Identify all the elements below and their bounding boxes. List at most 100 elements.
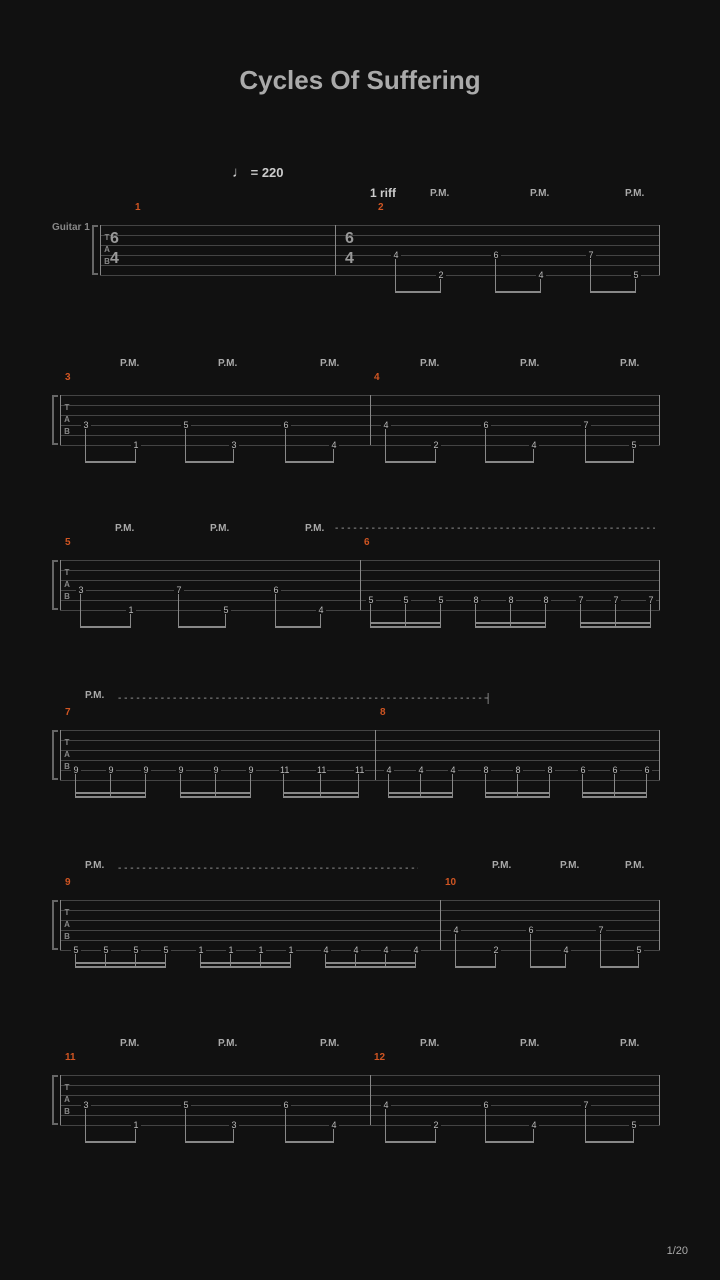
palm-mute-label: P.M. bbox=[120, 1038, 139, 1049]
fret-number: 6 bbox=[481, 1100, 491, 1110]
fret-number: 7 bbox=[581, 1100, 591, 1110]
timesig-bottom: 4 bbox=[110, 251, 119, 267]
tab-letter: B bbox=[62, 592, 72, 601]
palm-mute-label: P.M. bbox=[218, 358, 237, 369]
palm-mute-label: P.M. bbox=[115, 523, 134, 534]
fret-number: 5 bbox=[71, 945, 81, 955]
fret-number: 5 bbox=[401, 595, 411, 605]
tab-letter: T bbox=[62, 403, 72, 412]
fret-number: 6 bbox=[281, 420, 291, 430]
fret-number: 6 bbox=[526, 925, 536, 935]
palm-mute-label: P.M. bbox=[492, 860, 511, 871]
fret-number: 8 bbox=[513, 765, 523, 775]
fret-number: 7 bbox=[646, 595, 656, 605]
fret-number: 8 bbox=[545, 765, 555, 775]
palm-mute-label: P.M. bbox=[420, 358, 439, 369]
tab-letter: A bbox=[62, 920, 72, 929]
fret-number: 1 bbox=[131, 440, 141, 450]
tab-letter: A bbox=[62, 415, 72, 424]
barline bbox=[370, 1075, 371, 1125]
fret-number: 1 bbox=[126, 605, 136, 615]
pm-extender: - - - - - - - - - - - - - - - - - - - - … bbox=[118, 693, 658, 704]
palm-mute-label: P.M. bbox=[620, 358, 639, 369]
palm-mute-label: P.M. bbox=[430, 188, 449, 199]
fret-number: 5 bbox=[181, 420, 191, 430]
fret-number: 7 bbox=[174, 585, 184, 595]
fret-number: 3 bbox=[229, 1120, 239, 1130]
barline bbox=[440, 900, 441, 950]
timesig-top: 6 bbox=[110, 231, 119, 247]
bar-number: 6 bbox=[364, 537, 370, 548]
bar-number: 7 bbox=[65, 707, 71, 718]
barline bbox=[335, 225, 336, 275]
fret-number: 3 bbox=[76, 585, 86, 595]
fret-number: 4 bbox=[321, 945, 331, 955]
fret-number: 4 bbox=[381, 945, 391, 955]
tab-page: Cycles Of Suffering ♩ = 220 1 riff Guita… bbox=[0, 0, 720, 1280]
fret-number: 4 bbox=[451, 925, 461, 935]
page-number: 1/20 bbox=[667, 1245, 688, 1257]
fret-number: 4 bbox=[391, 250, 401, 260]
bar-number: 10 bbox=[445, 877, 456, 888]
palm-mute-label: P.M. bbox=[625, 188, 644, 199]
song-title: Cycles Of Suffering bbox=[0, 0, 720, 96]
palm-mute-label: P.M. bbox=[320, 1038, 339, 1049]
fret-number: 3 bbox=[81, 420, 91, 430]
palm-mute-label: P.M. bbox=[560, 860, 579, 871]
bar-number: 4 bbox=[374, 372, 380, 383]
fret-number: 8 bbox=[481, 765, 491, 775]
fret-number: 1 bbox=[256, 945, 266, 955]
tab-letter: A bbox=[62, 1095, 72, 1104]
palm-mute-label: P.M. bbox=[420, 1038, 439, 1049]
fret-number: 1 bbox=[196, 945, 206, 955]
palm-mute-label: P.M. bbox=[85, 860, 104, 871]
fret-number: 4 bbox=[536, 270, 546, 280]
fret-number: 4 bbox=[351, 945, 361, 955]
fret-number: 7 bbox=[611, 595, 621, 605]
fret-number: 11 bbox=[279, 765, 290, 775]
fret-number: 2 bbox=[431, 440, 441, 450]
fret-number: 6 bbox=[271, 585, 281, 595]
fret-number: 11 bbox=[354, 765, 365, 775]
fret-number: 4 bbox=[381, 1100, 391, 1110]
fret-number: 1 bbox=[286, 945, 296, 955]
tab-letter: T bbox=[62, 568, 72, 577]
staff-bracket bbox=[52, 1075, 54, 1125]
tab-letter: A bbox=[62, 750, 72, 759]
fret-number: 1 bbox=[131, 1120, 141, 1130]
fret-number: 5 bbox=[629, 1120, 639, 1130]
fret-number: 1 bbox=[226, 945, 236, 955]
fret-number: 8 bbox=[506, 595, 516, 605]
palm-mute-label: P.M. bbox=[218, 1038, 237, 1049]
palm-mute-label: P.M. bbox=[320, 358, 339, 369]
staff-bracket bbox=[52, 395, 54, 445]
fret-number: 5 bbox=[634, 945, 644, 955]
staff-bracket bbox=[52, 560, 54, 610]
fret-number: 5 bbox=[101, 945, 111, 955]
fret-number: 2 bbox=[491, 945, 501, 955]
track-label: Guitar 1 bbox=[52, 222, 90, 233]
fret-number: 9 bbox=[176, 765, 186, 775]
barline bbox=[370, 395, 371, 445]
fret-number: 7 bbox=[586, 250, 596, 260]
palm-mute-label: P.M. bbox=[530, 188, 549, 199]
fret-number: 9 bbox=[246, 765, 256, 775]
fret-number: 11 bbox=[316, 765, 327, 775]
pm-extender: - - - - - - - - - - - - - - - - - - - - … bbox=[335, 523, 655, 534]
fret-number: 5 bbox=[161, 945, 171, 955]
tempo-value: = 220 bbox=[251, 165, 284, 180]
tab-staff bbox=[60, 395, 660, 445]
quarter-note-icon: ♩ bbox=[232, 164, 247, 181]
fret-number: 5 bbox=[436, 595, 446, 605]
palm-mute-label: P.M. bbox=[625, 860, 644, 871]
fret-number: 5 bbox=[221, 605, 231, 615]
fret-number: 6 bbox=[610, 765, 620, 775]
bar-number: 3 bbox=[65, 372, 71, 383]
barline bbox=[375, 730, 376, 780]
timesig-top: 6 bbox=[345, 231, 354, 247]
fret-number: 5 bbox=[631, 270, 641, 280]
fret-number: 4 bbox=[529, 1120, 539, 1130]
bar-number: 12 bbox=[374, 1052, 385, 1063]
fret-number: 4 bbox=[529, 440, 539, 450]
fret-number: 5 bbox=[366, 595, 376, 605]
